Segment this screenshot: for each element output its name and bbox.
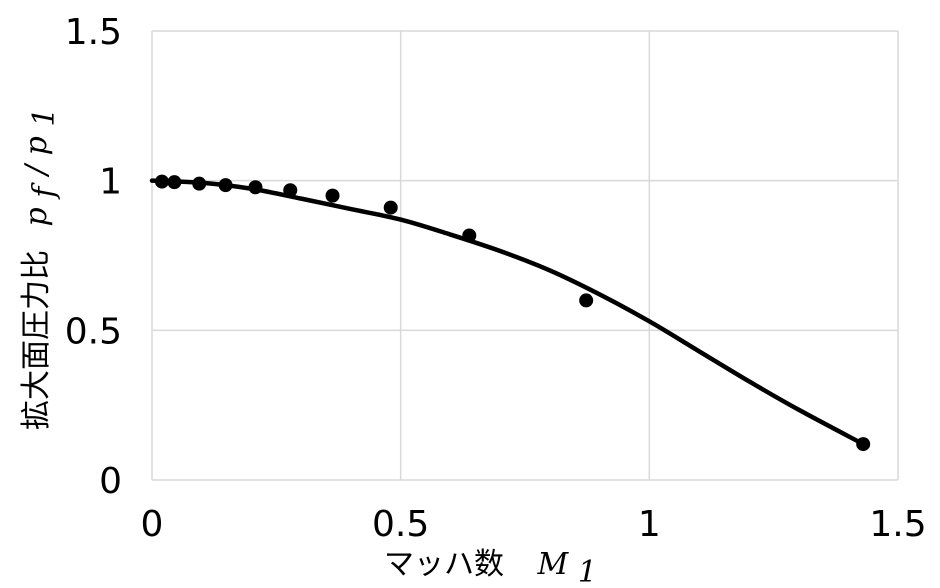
data-point [856,437,871,452]
y-tick-label: 0 [99,461,122,502]
data-point [154,174,169,189]
data-point [325,188,340,203]
data-point [248,180,263,195]
series-layer [149,174,871,452]
x-axis-var: M [537,547,570,582]
y-axis-title-text: 拡大面圧力比 [19,250,54,430]
fit-curve [149,178,866,447]
data-point [192,176,207,191]
x-axis-var-sub: 1 [578,555,597,588]
y-tick-label: 0.5 [65,311,122,352]
y-tick-label: 1.5 [65,12,122,53]
data-point [283,183,298,198]
data-point [383,200,398,215]
data-point [218,178,233,193]
x-tick-labels: 0 0.5 1 1.5 [141,504,927,545]
y-axis-slash: / [19,162,54,178]
y-tick-labels: 0 0.5 1 1.5 [65,12,122,502]
y-axis-var-num-sub: f [27,182,62,200]
y-tick-label: 1 [99,162,122,203]
data-point [579,293,594,308]
x-tick-label: 1.5 [869,504,926,545]
y-axis-var-den: p [19,136,54,155]
x-tick-label: 0.5 [372,504,429,545]
x-axis-title: マッハ数 M 1 [384,547,597,588]
y-axis-title: 拡大面圧力比 p f / p 1 [19,108,62,430]
data-point [167,175,182,190]
data-point [462,228,477,243]
y-axis-var-den-sub: 1 [27,108,62,127]
x-axis-title-text: マッハ数 [384,547,504,582]
x-tick-label: 0 [141,504,164,545]
x-tick-label: 1 [638,504,661,545]
y-axis-var-num: p [19,207,54,226]
grid [151,30,899,481]
